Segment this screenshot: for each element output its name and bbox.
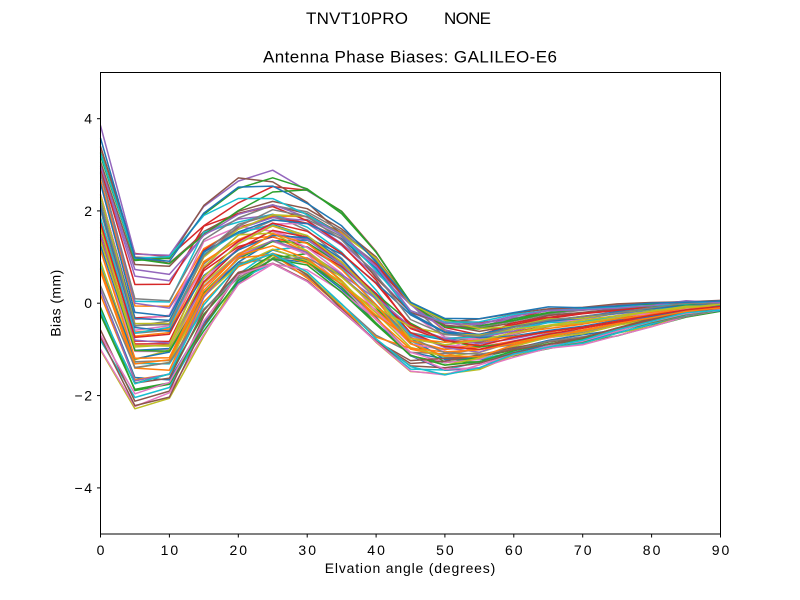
svg-text:90: 90: [712, 542, 730, 558]
svg-text:60: 60: [505, 542, 523, 558]
svg-text:4: 4: [84, 111, 92, 127]
svg-text:20: 20: [230, 542, 248, 558]
svg-text:0: 0: [97, 542, 105, 558]
svg-text:30: 30: [298, 542, 316, 558]
svg-text:−2: −2: [75, 388, 93, 404]
svg-text:50: 50: [436, 542, 454, 558]
svg-text:TNVT10PRO: TNVT10PRO: [306, 9, 408, 28]
svg-text:NONE: NONE: [444, 9, 491, 28]
svg-text:Elvation angle (degrees): Elvation angle (degrees): [325, 560, 496, 576]
svg-text:0: 0: [84, 295, 92, 311]
svg-text:70: 70: [574, 542, 592, 558]
svg-text:2: 2: [84, 203, 92, 219]
svg-text:40: 40: [367, 542, 385, 558]
svg-text:Bias (mm): Bias (mm): [48, 270, 64, 337]
svg-text:10: 10: [161, 542, 179, 558]
svg-text:Antenna Phase Biases: GALILEO-: Antenna Phase Biases: GALILEO-E6: [263, 47, 557, 66]
svg-text:80: 80: [643, 542, 661, 558]
svg-text:−4: −4: [75, 480, 93, 496]
